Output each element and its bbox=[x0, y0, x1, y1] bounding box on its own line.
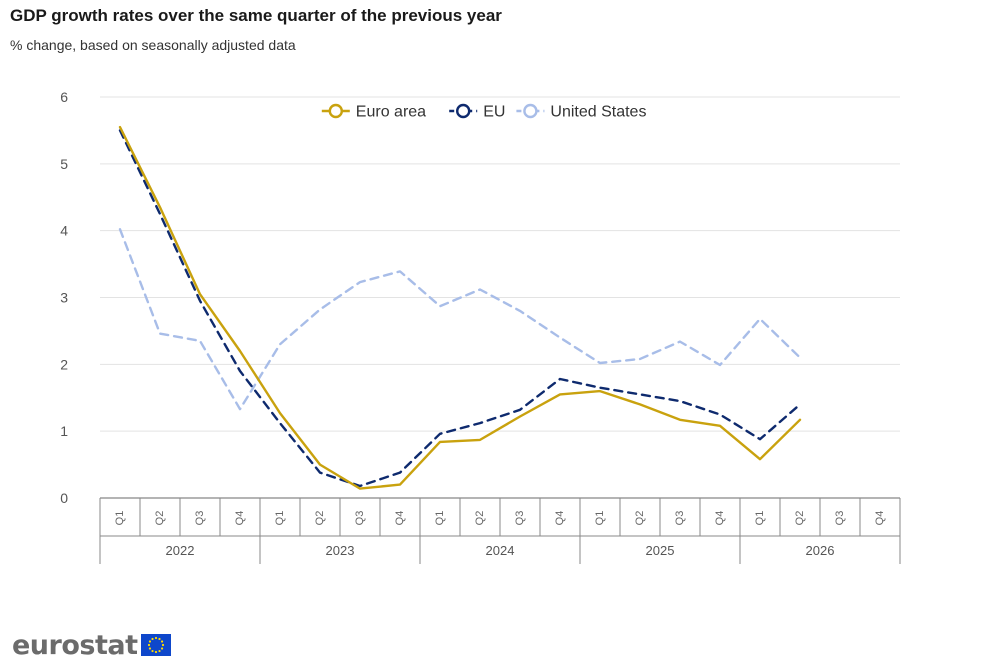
x-tick-label: Q2 bbox=[474, 511, 486, 526]
x-tick-label: Q1 bbox=[274, 511, 286, 526]
legend[interactable]: Euro area EU United States bbox=[321, 103, 647, 121]
x-tick-label: Q4 bbox=[714, 511, 726, 526]
eurostat-wordmark: eurostat bbox=[12, 629, 138, 661]
y-tick-label: 3 bbox=[60, 290, 68, 306]
year-label: 2025 bbox=[646, 543, 675, 558]
x-tick-label: Q2 bbox=[154, 511, 166, 526]
x-axis: Q1 Q2 Q3 Q4 Q1 Q2 Q3 Q4 Q1 Q2 Q3 Q4 Q1 Q2 Q3 Q4 Q1 Q2 Q3 Q4… bbox=[99, 497, 901, 564]
year-label: 2026 bbox=[806, 543, 835, 558]
x-tick-label: Q1 bbox=[594, 511, 606, 526]
y-tick-label: 0 bbox=[60, 490, 68, 506]
x-tick-label: Q4 bbox=[234, 511, 246, 526]
chart-title: GDP growth rates over the same quarter o… bbox=[10, 6, 502, 25]
year-label: 2022 bbox=[166, 543, 195, 558]
flag-star bbox=[147, 643, 150, 647]
year-label: 2023 bbox=[326, 543, 355, 558]
x-tick-label: Q1 bbox=[114, 511, 126, 526]
x-tick-label: Q2 bbox=[794, 511, 806, 526]
flag-star bbox=[157, 649, 161, 653]
x-tick-label: Q4 bbox=[874, 511, 886, 526]
legend-circle-marker bbox=[456, 103, 471, 119]
x-tick-label: Q1 bbox=[434, 511, 446, 526]
legend-item-united-states[interactable]: United States bbox=[516, 104, 646, 121]
y-tick-label: 4 bbox=[60, 223, 68, 239]
flag-star bbox=[157, 637, 161, 641]
legend-item-euro-area[interactable]: Euro area bbox=[321, 103, 426, 121]
legend-item-eu[interactable]: EU bbox=[449, 104, 505, 121]
legend-label: Euro area bbox=[356, 104, 426, 121]
flag-star bbox=[154, 650, 157, 654]
legend-label: United States bbox=[550, 104, 646, 121]
series-line-united-states[interactable] bbox=[118, 228, 802, 411]
series-line-eu[interactable] bbox=[118, 129, 802, 488]
flag-star bbox=[150, 637, 154, 641]
x-tick-label: Q3 bbox=[834, 511, 846, 526]
flag-star bbox=[160, 647, 163, 650]
y-tick-label: 2 bbox=[60, 356, 68, 372]
flag-star bbox=[148, 640, 151, 643]
y-tick-label: 6 bbox=[60, 89, 68, 105]
x-tick-label: Q3 bbox=[354, 511, 366, 526]
x-tick-label: Q3 bbox=[674, 511, 686, 526]
legend-label: EU bbox=[483, 104, 505, 121]
year-label: 2024 bbox=[486, 543, 515, 558]
x-tick-label: Q2 bbox=[634, 511, 646, 526]
flag-star bbox=[150, 649, 154, 653]
flag-star bbox=[161, 643, 164, 647]
series-line-euro-area[interactable] bbox=[118, 125, 802, 490]
eurostat-logo: eurostat bbox=[12, 628, 171, 662]
x-tick-label: Q4 bbox=[554, 511, 566, 526]
x-tick-label: Q3 bbox=[514, 511, 526, 526]
x-tick-label: Q3 bbox=[194, 511, 206, 526]
legend-circle-marker bbox=[328, 103, 343, 119]
x-tick-label: Q1 bbox=[754, 511, 766, 526]
flag-star bbox=[154, 636, 157, 640]
flag-star bbox=[160, 640, 163, 643]
chart-subtitle: % change, based on seasonally adjusted d… bbox=[10, 37, 296, 53]
x-tick-label: Q2 bbox=[314, 511, 326, 526]
legend-circle-marker bbox=[523, 103, 538, 119]
flag-star bbox=[148, 647, 151, 650]
x-tick-label: Q4 bbox=[394, 511, 406, 526]
y-tick-label: 1 bbox=[60, 423, 68, 439]
series-lines bbox=[118, 125, 802, 490]
gridlines bbox=[100, 96, 900, 432]
y-tick-label: 5 bbox=[60, 156, 68, 172]
y-axis: 0 1 2 3 4 5 6 bbox=[60, 89, 68, 506]
eu-flag-icon bbox=[140, 634, 171, 656]
